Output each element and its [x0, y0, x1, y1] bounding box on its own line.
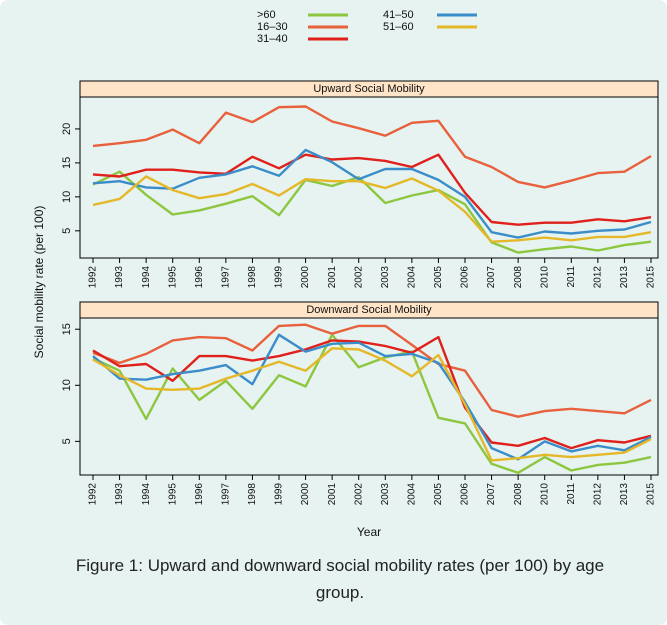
- series-line: 16–30: [92, 323, 652, 418]
- x-tick-label: 1995: [167, 483, 178, 506]
- x-tick-label: 1994: [141, 266, 152, 289]
- panel-frame: [79, 96, 659, 259]
- x-tick-label: 2007: [486, 266, 497, 289]
- x-tick-label: 1997: [220, 266, 231, 289]
- x-tick-label: 1996: [194, 483, 205, 506]
- x-tick-label: 2006: [460, 483, 471, 506]
- x-tick-label: 2005: [433, 266, 444, 289]
- x-tick-label: 1992: [88, 266, 99, 289]
- x-tick-label: 2008: [513, 266, 524, 289]
- series-line: >60: [92, 333, 652, 474]
- x-tick-label: 2005: [433, 483, 444, 506]
- x-tick-label: 2001: [327, 266, 338, 289]
- x-tick-label: 1998: [247, 483, 258, 506]
- x-tick-label: 2008: [513, 483, 524, 506]
- y-tick-label: 5: [61, 228, 73, 234]
- y-axis-label: Social mobility rate (per 100): [32, 206, 46, 359]
- x-tick-label: 2015: [646, 483, 657, 506]
- x-tick-label: 1992: [88, 483, 99, 506]
- legend-label: >60: [257, 9, 276, 21]
- x-tick-label: 1999: [274, 266, 285, 289]
- series-line: 51–60: [92, 175, 652, 243]
- x-tick-label: 2010: [539, 483, 550, 506]
- y-tick-label: 10: [61, 379, 73, 391]
- x-tick-label: 1993: [114, 266, 125, 289]
- x-tick-label: 2003: [380, 266, 391, 289]
- y-tick-label: 20: [61, 123, 73, 135]
- x-tick-label: 2000: [300, 266, 311, 289]
- x-tick-label: 2004: [406, 483, 417, 506]
- y-tick-label: 10: [61, 191, 73, 203]
- x-tick-label: 2013: [619, 266, 630, 289]
- series-line: >60: [92, 170, 652, 254]
- legend-label: 31–40: [257, 33, 288, 45]
- x-tick-label: 2000: [300, 483, 311, 506]
- legend-label: 51–60: [383, 21, 414, 33]
- x-tick-label: 1999: [274, 483, 285, 506]
- series-line: 31–40: [92, 335, 652, 450]
- x-tick-label: 2011: [566, 483, 577, 505]
- series-line: 41–50: [92, 333, 652, 461]
- y-tick-label: 15: [61, 157, 73, 169]
- x-tick-label: 2006: [460, 266, 471, 289]
- x-tick-label: 2003: [380, 483, 391, 506]
- x-axis-label: Year: [357, 525, 381, 539]
- legend-label: 16–30: [257, 21, 288, 33]
- x-tick-label: 2001: [327, 483, 338, 506]
- panel-title: Downward Social Mobility: [306, 304, 432, 316]
- x-tick-label: 2012: [592, 266, 603, 289]
- y-tick-label: 15: [61, 323, 73, 335]
- panel-title: Upward Social Mobility: [313, 83, 425, 95]
- x-tick-label: 2007: [486, 483, 497, 506]
- x-tick-label: 1993: [114, 483, 125, 506]
- x-tick-label: 1995: [167, 266, 178, 289]
- legend-label: 41–50: [383, 9, 414, 21]
- caption: Figure 1: Upward and downward social mob…: [75, 556, 605, 602]
- x-tick-label: 2004: [406, 266, 417, 289]
- panel-frame: [79, 317, 659, 476]
- x-tick-label: 2015: [646, 266, 657, 289]
- chart: Social mobility rate (per 100) Year >601…: [32, 9, 659, 539]
- x-tick-label: 2011: [566, 266, 577, 288]
- series-line: 31–40: [92, 153, 652, 226]
- x-tick-label: 2010: [539, 266, 550, 289]
- x-tick-label: 2013: [619, 483, 630, 506]
- x-tick-label: 2012: [592, 483, 603, 506]
- x-tick-label: 1996: [194, 266, 205, 289]
- x-tick-label: 1997: [220, 483, 231, 506]
- x-tick-label: 2002: [353, 483, 364, 506]
- x-tick-label: 1994: [141, 483, 152, 506]
- x-tick-label: 2002: [353, 266, 364, 289]
- y-tick-label: 5: [61, 438, 73, 444]
- series-line: 51–60: [92, 347, 652, 462]
- series-line: 16–30: [92, 105, 652, 189]
- series-line: 41–50: [92, 148, 652, 239]
- x-tick-label: 1998: [247, 266, 258, 289]
